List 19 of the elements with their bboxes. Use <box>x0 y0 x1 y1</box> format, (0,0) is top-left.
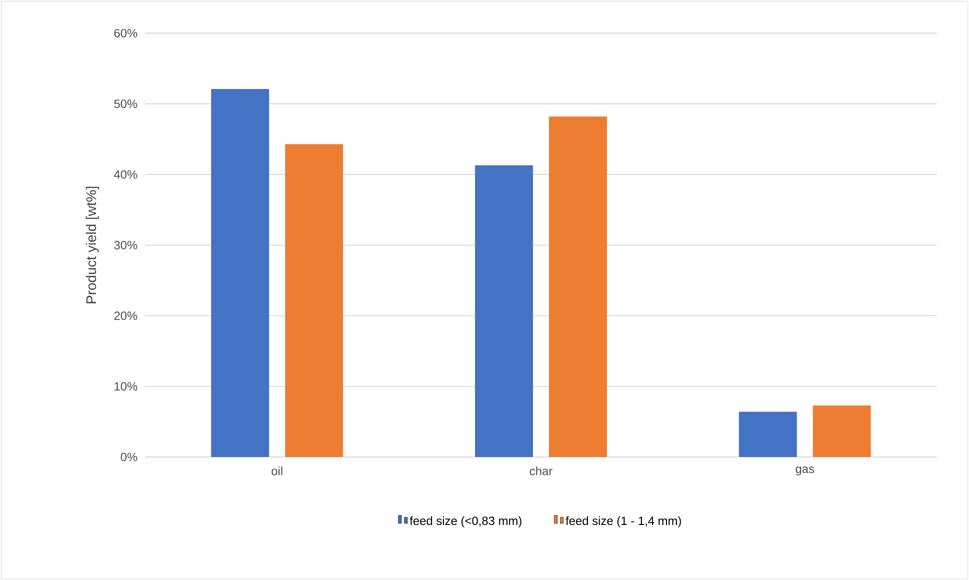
y-tick-label: 0% <box>120 452 138 462</box>
legend-label: feed size (<0,83 mm) <box>410 516 522 528</box>
bar <box>548 116 607 457</box>
y-tick-label: 50% <box>114 100 138 108</box>
bar <box>738 412 797 457</box>
bar <box>211 88 270 457</box>
y-tick-label: 30% <box>114 240 138 250</box>
x-tick-label: oil <box>272 466 282 476</box>
legend-label: feed size (1 - 1,4 mm) <box>566 516 681 528</box>
y-tick-label: 40% <box>114 170 138 179</box>
bar <box>812 405 871 457</box>
bar <box>475 165 533 457</box>
x-tick-label: char <box>530 466 552 476</box>
y-tick-label: 60% <box>114 28 138 38</box>
bar <box>285 144 344 457</box>
y-tick-label: 10% <box>114 382 138 391</box>
y-tick-label: 20% <box>114 311 138 320</box>
x-tick-label: gas <box>796 466 814 476</box>
y-axis-title: Product yield [wt%] <box>86 186 99 304</box>
